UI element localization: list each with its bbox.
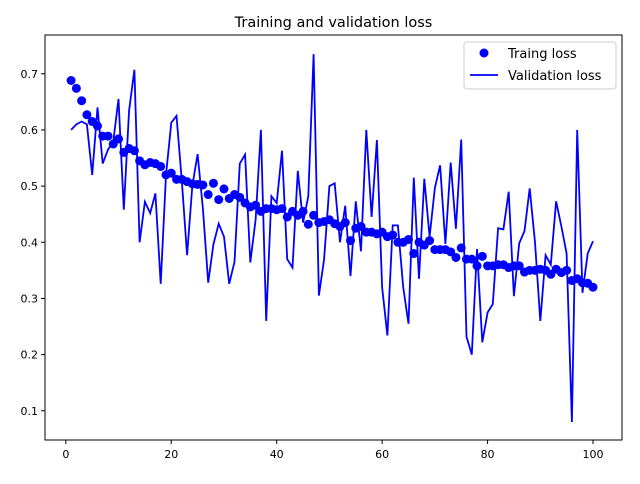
training-loss-point [298, 206, 308, 216]
y-tick-label: 0.3 [21, 292, 39, 305]
training-loss-point [425, 236, 435, 246]
training-loss-point [203, 190, 213, 200]
y-tick-label: 0.4 [21, 236, 39, 249]
axis-ticks: 0 20 40 60 80 100 0.1 0.2 0.3 0.4 0.5 0.6 0.7 [21, 68, 604, 461]
y-tick-label: 0.1 [21, 405, 39, 418]
legend-label-training: Traing loss [507, 47, 577, 62]
training-loss-point [409, 249, 419, 259]
training-loss-point [303, 219, 313, 229]
training-loss-point [235, 192, 245, 202]
training-loss-point [388, 230, 398, 240]
legend-box [463, 41, 617, 90]
training-loss-point [77, 96, 87, 106]
training-loss-point [114, 134, 124, 144]
training-loss-point [198, 180, 208, 190]
training-loss-point [103, 131, 113, 141]
plot-area [66, 54, 598, 423]
training-loss-point [208, 178, 218, 188]
x-tick-label: 20 [164, 448, 178, 461]
training-loss-point [156, 161, 166, 171]
training-loss-point [467, 254, 477, 264]
training-loss-point [456, 243, 466, 253]
training-loss-point [166, 168, 176, 178]
training-loss-point [82, 110, 92, 120]
training-loss-point [214, 195, 224, 205]
y-tick-label: 0.2 [21, 349, 39, 362]
training-loss-point [129, 146, 139, 156]
training-loss-point [403, 234, 413, 244]
x-tick-label: 100 [583, 448, 604, 461]
training-loss-point [477, 251, 487, 261]
training-loss-point [92, 121, 102, 131]
legend-label-validation: Validation loss [508, 69, 602, 84]
training-loss-point [277, 204, 287, 214]
training-loss-point [71, 83, 81, 93]
x-tick-label: 80 [481, 448, 495, 461]
y-tick-label: 0.5 [21, 180, 39, 193]
training-loss-point [219, 184, 229, 194]
training-loss-point [562, 265, 572, 275]
legend: Traing loss Validation loss [463, 41, 617, 90]
x-tick-label: 60 [375, 448, 389, 461]
training-loss-point [346, 236, 356, 246]
training-loss-point [588, 282, 598, 292]
axes-frame [44, 34, 623, 441]
chart-title: Training and validation loss [234, 15, 433, 31]
y-tick-label: 0.6 [21, 124, 39, 137]
training-loss-point [446, 247, 456, 257]
training-loss-point [251, 200, 261, 210]
training-loss-point [282, 212, 292, 222]
legend-marker-training [479, 48, 489, 58]
x-tick-label: 40 [270, 448, 284, 461]
training-loss-point [340, 218, 350, 228]
training-loss-point [356, 222, 366, 232]
training-loss-point [66, 75, 76, 85]
training-loss-point [514, 261, 524, 271]
x-tick-label: 0 [62, 448, 69, 461]
training-loss-point [472, 261, 482, 271]
training-loss-point [451, 252, 461, 262]
validation-loss-line [70, 54, 594, 423]
training-loss-point [309, 210, 319, 220]
y-tick-label: 0.7 [21, 68, 39, 81]
